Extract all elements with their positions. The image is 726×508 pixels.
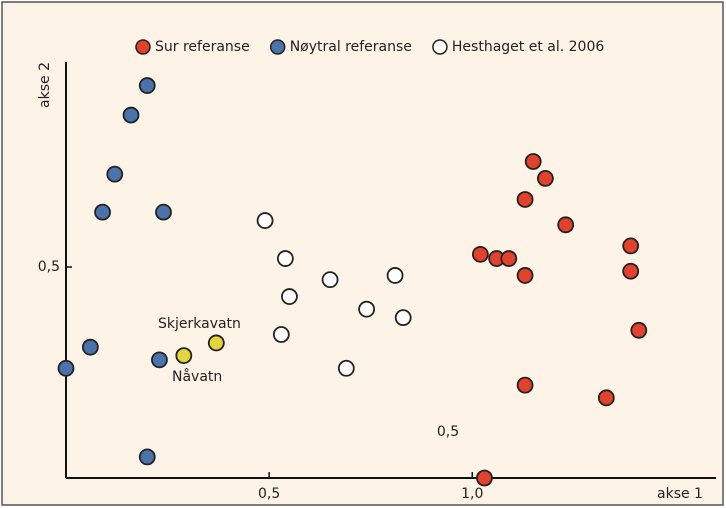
point: [471, 245, 489, 263]
annotation: 0,5: [437, 424, 459, 440]
point: [281, 288, 298, 305]
point: [516, 191, 534, 208]
point: [81, 338, 99, 356]
y-tick-label: 0,5: [38, 259, 60, 275]
point: [386, 267, 404, 284]
point: [272, 326, 290, 343]
point: [94, 203, 111, 221]
point: [106, 165, 124, 183]
legend-label: Nøytral referanse: [290, 39, 412, 55]
x-axis-label: akse 1: [657, 486, 703, 502]
point-label: Nåvatn: [172, 368, 222, 385]
legend-label: Sur referanse: [155, 39, 250, 55]
point: [155, 203, 172, 221]
point: [394, 309, 412, 327]
legend-marker: [269, 39, 286, 55]
point: [476, 469, 493, 487]
point: [337, 359, 355, 377]
legend-marker: [432, 39, 448, 55]
point: [500, 250, 518, 267]
point: [175, 347, 193, 365]
legend-label: Hesthaget et al. 2006: [452, 39, 604, 55]
point: [597, 389, 615, 407]
point: [516, 376, 534, 394]
point: [276, 250, 294, 267]
point: [151, 351, 168, 369]
point: [622, 237, 640, 255]
point: [622, 262, 640, 280]
point: [256, 212, 274, 229]
point: [138, 448, 156, 466]
point: [536, 169, 554, 187]
x-tick-label: 1,0: [461, 486, 483, 502]
y-axis-label: akse 2: [37, 62, 53, 108]
x-tick-label: 0,5: [258, 486, 280, 502]
point: [630, 321, 648, 339]
point-label: Skjerkavatn: [158, 316, 241, 332]
point: [557, 216, 575, 234]
point: [122, 106, 140, 124]
point: [358, 300, 376, 318]
point: [207, 334, 225, 352]
point: [524, 153, 542, 170]
point: [57, 359, 75, 377]
point: [321, 271, 339, 289]
point: [138, 77, 156, 94]
legend-marker: [135, 39, 151, 55]
point: [516, 267, 534, 284]
